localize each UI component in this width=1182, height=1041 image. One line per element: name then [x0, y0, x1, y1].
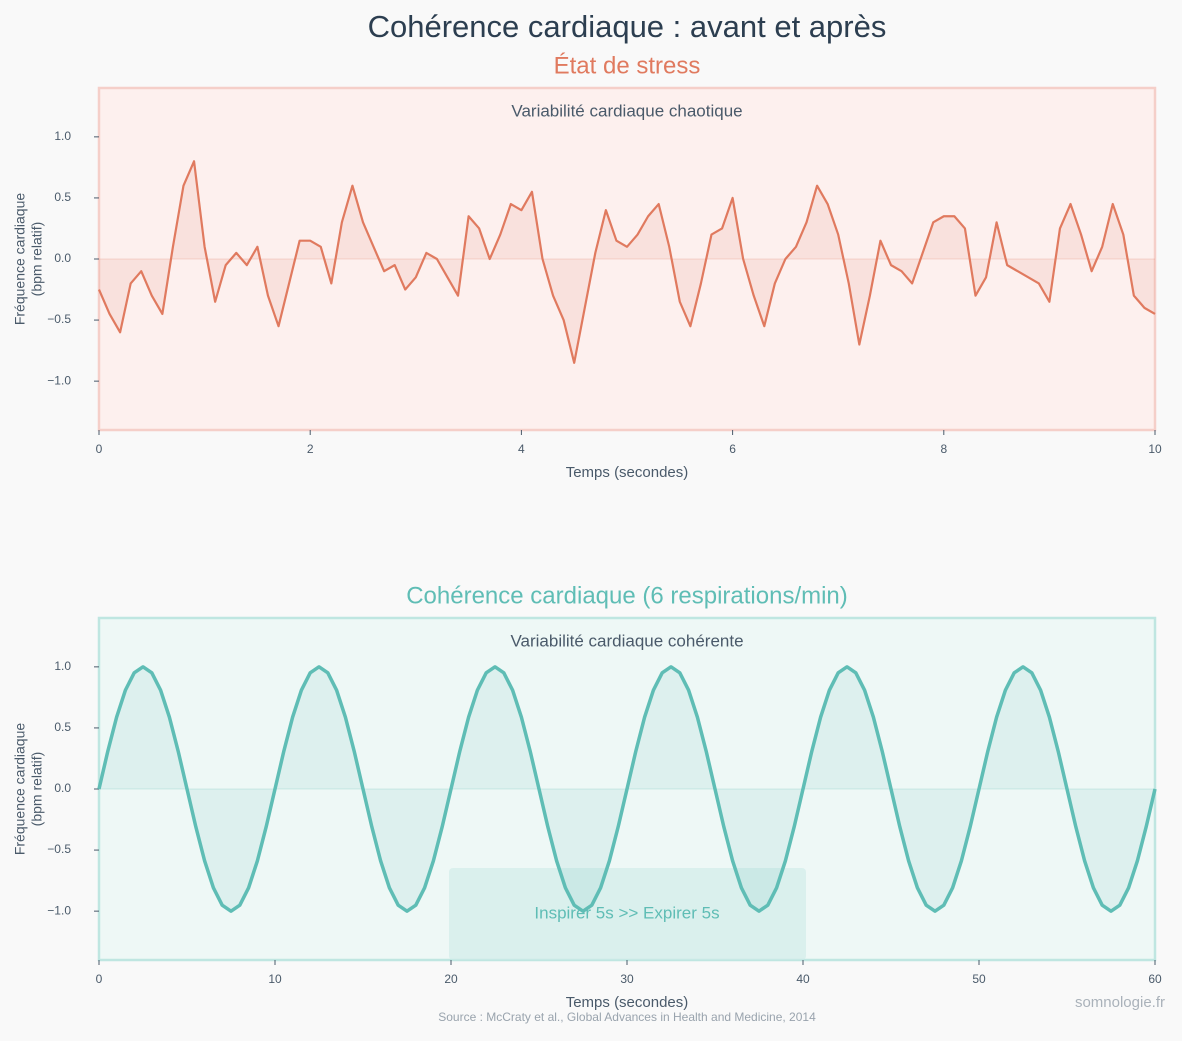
x-tick-label: 0: [96, 442, 103, 456]
watermark: somnologie.fr: [1075, 994, 1165, 1011]
x-tick-label: 10: [1148, 442, 1162, 456]
x-axis-label: Temps (secondes): [566, 994, 689, 1011]
y-axis-label: (bpm relatif): [29, 752, 45, 827]
y-tick-label: 1.0: [54, 129, 71, 143]
y-tick-label: −0.5: [47, 842, 71, 856]
annotation: Variabilité cardiaque cohérente: [510, 631, 743, 650]
x-tick-label: 20: [444, 972, 458, 986]
figure-title: Cohérence cardiaque : avant et après: [368, 9, 887, 44]
y-tick-label: −0.5: [47, 312, 71, 326]
annotation: Variabilité cardiaque chaotique: [511, 101, 742, 120]
y-tick-label: 1.0: [54, 659, 71, 673]
y-tick-label: 0.5: [54, 190, 71, 204]
x-tick-label: 10: [268, 972, 282, 986]
x-tick-label: 4: [518, 442, 525, 456]
x-tick-label: 30: [620, 972, 634, 986]
source: Source : McCraty et al., Global Advances…: [438, 1010, 816, 1024]
y-axis-label: (bpm relatif): [29, 222, 45, 297]
line: [97, 665, 1157, 913]
box-text: Inspirer 5s >> Expirer 5s: [534, 903, 719, 922]
y-axis-label: Fréquence cardiaque: [12, 723, 28, 856]
x-tick-label: 40: [796, 972, 810, 986]
x-tick-label: 50: [972, 972, 986, 986]
y-tick-label: −1.0: [47, 903, 71, 917]
x-tick-label: 8: [940, 442, 947, 456]
chart-title: État de stress: [554, 52, 701, 79]
y-tick-label: 0.5: [54, 720, 71, 734]
y-tick-label: −1.0: [47, 373, 71, 387]
chart-title: Cohérence cardiaque (6 respirations/min): [406, 582, 848, 609]
line: [97, 160, 1156, 364]
y-tick-label: 0.0: [54, 781, 71, 795]
x-tick-label: 0: [96, 972, 103, 986]
y-tick-label: 0.0: [54, 251, 71, 265]
plot-background: [97, 86, 1157, 432]
x-tick-label: 2: [307, 442, 314, 456]
x-tick-label: 6: [729, 442, 736, 456]
x-axis-label: Temps (secondes): [566, 464, 689, 481]
annotation-box: [449, 868, 806, 960]
y-axis-label: Fréquence cardiaque: [12, 193, 28, 326]
x-tick-label: 60: [1148, 972, 1162, 986]
